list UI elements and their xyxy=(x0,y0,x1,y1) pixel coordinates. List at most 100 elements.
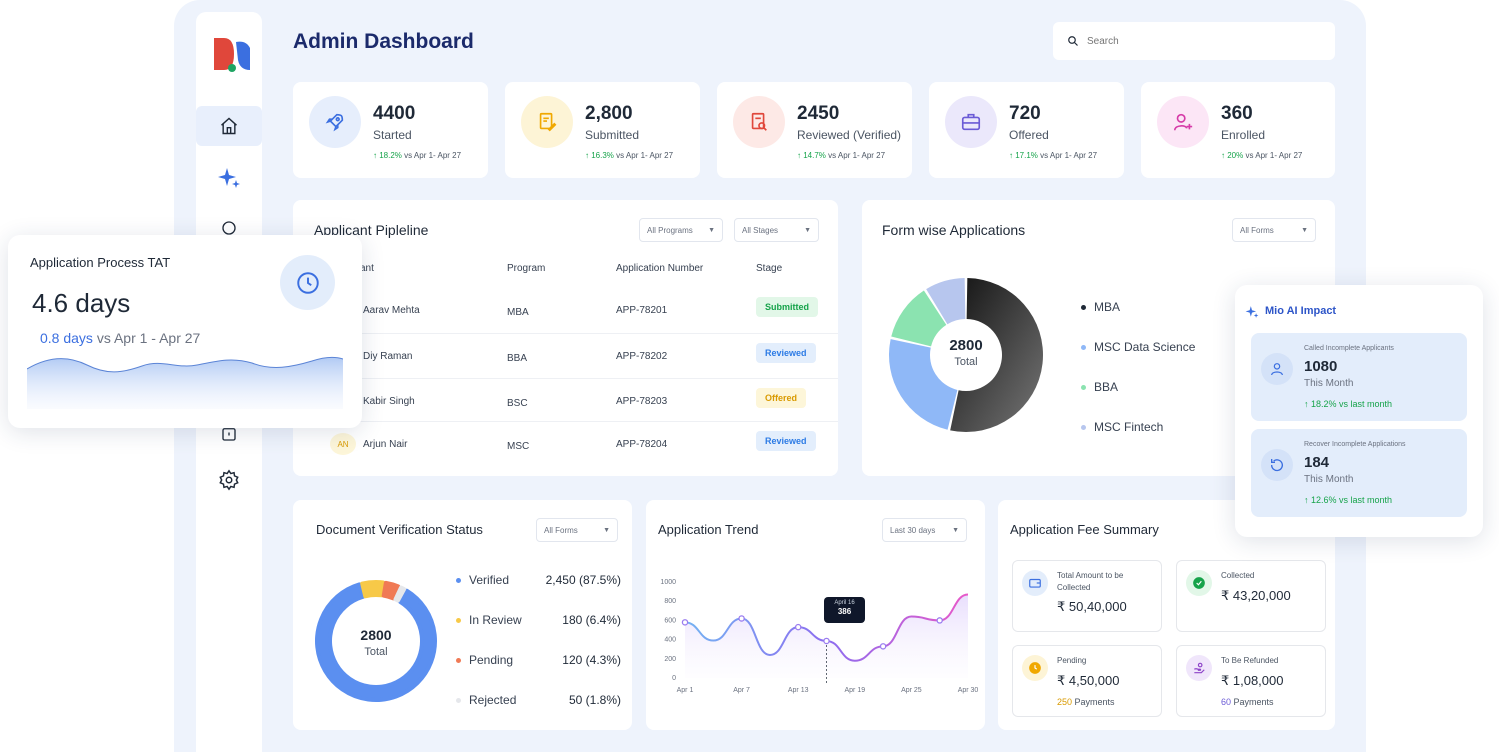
table-row[interactable]: Aarav Mehta MBA APP-78201 Submitted xyxy=(318,290,838,332)
trend-area xyxy=(685,594,968,678)
tat-delta-line: 0.8 days vs Apr 1 - Apr 27 xyxy=(40,330,200,346)
mio-item-delta: ↑ 18.2% vs last month xyxy=(1304,399,1393,409)
donut-slice-rejected[interactable] xyxy=(393,585,407,603)
applicant-program: MBA xyxy=(507,307,529,318)
stages-filter-label: All Stages xyxy=(742,225,779,235)
tat-delta: 0.8 days xyxy=(40,330,93,346)
tat-sparkline-chart xyxy=(27,356,343,409)
fee-icon-badge xyxy=(1186,655,1212,681)
nav-home[interactable] xyxy=(196,106,262,146)
table-row-divider xyxy=(318,378,838,379)
sparkle-icon xyxy=(1245,306,1259,318)
donut-slice-msc-fintech[interactable] xyxy=(926,278,966,325)
legend-label: Pending xyxy=(469,653,514,667)
y-tick-label: 1000 xyxy=(660,579,676,586)
trend-point[interactable] xyxy=(794,623,802,631)
legend-dot xyxy=(456,697,461,703)
stat-delta-period: vs Apr 1- Apr 27 xyxy=(613,151,674,160)
donut-slice-mba[interactable] xyxy=(950,278,1044,432)
fee-icon-badge xyxy=(1186,570,1212,596)
table-row[interactable]: AN Arjun Nair MSC APP-78204 Reviewed xyxy=(318,423,838,465)
chat-icon xyxy=(222,221,236,235)
trend-point[interactable] xyxy=(879,643,887,650)
fee-card: Total Amount to be Collected ₹ 50,40,000 xyxy=(1012,560,1162,632)
stat-icon-badge xyxy=(309,96,361,148)
legend-dot xyxy=(456,657,461,663)
donut-slice-pending[interactable] xyxy=(381,580,401,601)
legend-value: 50 (1.8%) xyxy=(568,693,621,707)
application-number: APP-78204 xyxy=(616,439,668,450)
legend-item: MBA xyxy=(1081,300,1120,314)
applicant-name: Arjun Nair xyxy=(363,439,408,450)
trend-title: Application Trend xyxy=(658,522,759,537)
x-tick-label: Apr 7 xyxy=(733,687,750,694)
applicant-name: Diy Raman xyxy=(363,351,413,362)
table-row[interactable]: Kabir Singh BSC APP-78203 Offered xyxy=(318,380,838,422)
fee-sub-count: 60 xyxy=(1221,697,1232,707)
stat-value: 4400 xyxy=(373,103,416,124)
column-header-program: Program xyxy=(507,263,546,274)
stat-delta-value: ↑ 20% xyxy=(1221,151,1244,160)
y-tick-label: 200 xyxy=(664,656,676,663)
search-box[interactable] xyxy=(1053,22,1335,60)
donut-slice-in-review[interactable] xyxy=(360,580,385,599)
wallet-icon xyxy=(1029,578,1041,588)
stat-value: 2,800 xyxy=(585,103,633,124)
sparkle-icon xyxy=(218,168,240,188)
stages-filter[interactable]: All Stages ▼ xyxy=(734,218,819,242)
legend-label: MBA xyxy=(1094,300,1121,314)
legend-item: Pending xyxy=(456,653,513,667)
trend-point[interactable] xyxy=(738,615,745,622)
programs-filter[interactable]: All Programs ▼ xyxy=(639,218,723,242)
fee-sub: 250 Payments xyxy=(1057,697,1115,707)
donut-slice-msc-data-science[interactable] xyxy=(889,339,958,430)
legend-label: Rejected xyxy=(469,693,517,707)
donut-slice-bba[interactable] xyxy=(891,290,947,347)
mio-recovered-applications: Recover Incomplete Applications 184 This… xyxy=(1251,429,1467,517)
applicant-program: MSC xyxy=(507,441,530,452)
nav-settings[interactable] xyxy=(196,460,262,500)
forms-filter-label: All Forms xyxy=(1240,225,1274,235)
table-row[interactable]: Diy Raman BBA APP-78202 Reviewed xyxy=(318,335,838,377)
user-icon xyxy=(1271,363,1283,376)
trend-point[interactable] xyxy=(823,637,830,645)
briefcase-icon xyxy=(961,113,981,131)
applicant-avatar: AN xyxy=(330,433,356,455)
trend-point[interactable] xyxy=(936,617,943,624)
column-header-applicant: ant xyxy=(360,263,374,274)
programs-filter-label: All Programs xyxy=(647,225,693,235)
doc-total-label: Total xyxy=(364,646,388,658)
search-input[interactable] xyxy=(1087,35,1307,47)
nav-ai[interactable] xyxy=(196,158,262,198)
forms-filter[interactable]: All Forms ▼ xyxy=(1232,218,1316,242)
trend-period-filter[interactable]: Last 30 days ▼ xyxy=(882,518,967,542)
trend-point[interactable] xyxy=(681,619,689,626)
mio-item-label: Called Incomplete Applicants xyxy=(1304,345,1394,352)
stat-value: 720 xyxy=(1009,103,1041,124)
y-tick-label: 800 xyxy=(664,598,676,605)
nav-calendar[interactable] xyxy=(196,414,262,454)
legend-label: BBA xyxy=(1094,380,1119,394)
stage-badge: Submitted xyxy=(756,297,818,317)
mio-item-label: Recover Incomplete Applications xyxy=(1304,441,1406,448)
stat-card: 4400 Started ↑ 18.2% vs Apr 1- Apr 27 xyxy=(293,82,488,178)
trend-tooltip-value: 386 xyxy=(837,607,852,616)
mio-title: Mio AI Impact xyxy=(1265,305,1337,317)
x-tick-label: Apr 1 xyxy=(677,687,694,694)
stat-card: 720 Offered ↑ 17.1% vs Apr 1- Apr 27 xyxy=(929,82,1124,178)
stat-delta: ↑ 16.3% vs Apr 1- Apr 27 xyxy=(585,151,673,160)
fee-label: Collected xyxy=(1221,571,1255,580)
clock-icon xyxy=(296,271,319,294)
form-wise-title: Form wise Applications xyxy=(882,222,1026,238)
doc-forms-filter[interactable]: All Forms ▼ xyxy=(536,518,618,542)
legend-item: MSC Data Science xyxy=(1081,340,1195,354)
legend-item: MSC Fintech xyxy=(1081,420,1163,434)
stat-delta: ↑ 17.1% vs Apr 1- Apr 27 xyxy=(1009,151,1097,160)
fee-value: ₹ 1,08,000 xyxy=(1221,673,1284,688)
stat-delta-period: vs Apr 1- Apr 27 xyxy=(1243,151,1303,160)
check-circle-icon xyxy=(1193,577,1205,589)
stat-icon-badge xyxy=(733,96,785,148)
nav-chat[interactable] xyxy=(196,208,262,248)
legend-item: BBA xyxy=(1081,380,1118,394)
donut-slice-verified[interactable] xyxy=(315,582,437,702)
